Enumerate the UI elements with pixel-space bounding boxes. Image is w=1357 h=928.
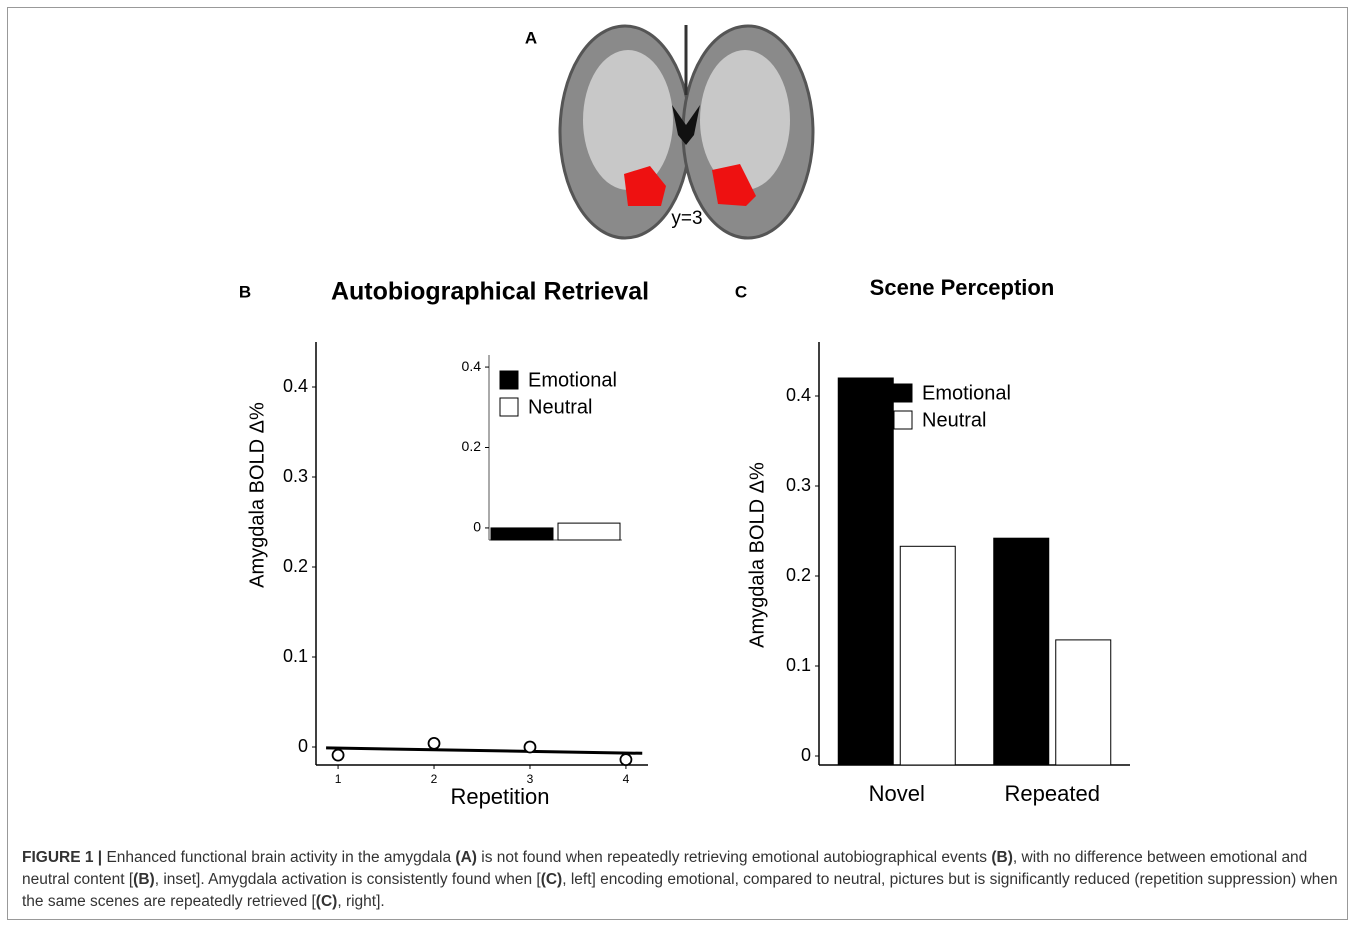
y-tick-label: 0.4	[786, 385, 811, 405]
x-tick-label: Novel	[869, 781, 925, 806]
caption-text: (C)	[316, 893, 338, 910]
caption-text: (B)	[991, 849, 1013, 866]
caption-text: Enhanced functional brain activity in th…	[102, 849, 455, 866]
y-tick-label: 0.4	[283, 376, 308, 396]
legend-swatch	[894, 384, 912, 402]
y-axis-label: Amygdala BOLD Δ%	[746, 462, 768, 648]
y-axis-label: Amygdala BOLD Δ%	[246, 402, 268, 588]
data-point	[524, 742, 535, 753]
data-point	[333, 750, 344, 761]
legend-label: Neutral	[922, 409, 986, 431]
x-tick-label: 1	[335, 772, 342, 786]
caption-text: FIGURE 1 |	[22, 849, 102, 866]
x-axis-label: Repetition	[450, 784, 549, 809]
trend-line	[326, 748, 642, 753]
y-tick-label: 0.1	[786, 655, 811, 675]
y-tick-label: 0	[298, 736, 308, 756]
panel-label: C	[735, 282, 747, 301]
y-tick-label: 0	[801, 745, 811, 765]
y-tick-label: 0	[473, 519, 481, 535]
legend-label: Emotional	[528, 369, 617, 391]
x-tick-label: 2	[431, 772, 438, 786]
legend-swatch	[500, 398, 518, 416]
legend-swatch	[500, 371, 518, 389]
caption-text: (C)	[541, 871, 563, 888]
y-tick-label: 0.2	[462, 438, 482, 454]
x-tick-label: Repeated	[1005, 781, 1100, 806]
x-tick-label: 4	[623, 772, 630, 786]
y-tick-label: 0.3	[283, 466, 308, 486]
chart-title: Scene Perception	[870, 275, 1055, 300]
bar	[900, 546, 955, 765]
data-point	[620, 754, 631, 765]
panel-label: A	[525, 28, 537, 47]
caption-text: , right].	[337, 893, 384, 910]
caption-text: (B)	[133, 871, 155, 888]
chart-title: Autobiographical Retrieval	[331, 278, 649, 306]
legend-label: Emotional	[922, 382, 1011, 404]
y-tick-label: 0.1	[283, 646, 308, 666]
panel-label: B	[239, 282, 251, 301]
bar	[558, 523, 620, 540]
y-tick-label: 0.2	[786, 565, 811, 585]
legend-swatch	[894, 411, 912, 429]
bar	[491, 528, 553, 540]
data-point	[429, 738, 440, 749]
brain-image: y=3	[560, 25, 813, 238]
caption: FIGURE 1 | Enhanced functional brain act…	[22, 847, 1340, 913]
bar	[1056, 640, 1111, 765]
y-tick-label: 0.3	[786, 475, 811, 495]
y-tick-label: 0.4	[462, 358, 482, 374]
y-tick-label: 0.2	[283, 556, 308, 576]
page: A B C y=3 Autobiographical Retrieval Amyg…	[0, 0, 1357, 928]
caption-text: , inset]. Amygdala activation is consist…	[155, 871, 541, 888]
caption-text: (A)	[455, 849, 477, 866]
slice-label: y=3	[671, 208, 702, 229]
legend-label: Neutral	[528, 396, 592, 418]
caption-text: is not found when repeatedly retrieving …	[477, 849, 991, 866]
figure: A B C y=3 Autobiographical Retrieval Amyg…	[0, 0, 1357, 840]
bar	[994, 538, 1049, 765]
bar	[838, 378, 893, 765]
